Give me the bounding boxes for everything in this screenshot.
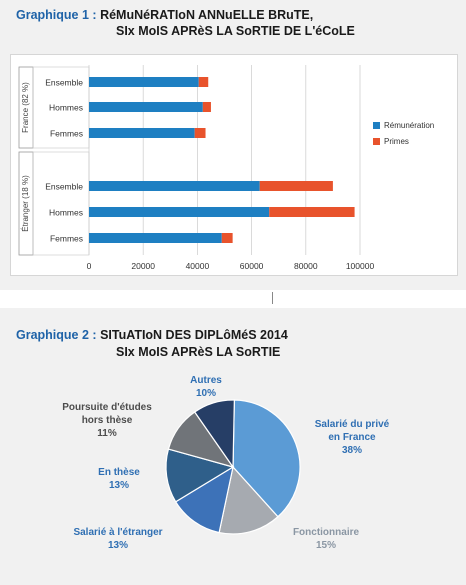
legend-swatch (373, 138, 380, 145)
pie-percent: 15% (316, 540, 336, 551)
bar-remuneration (89, 128, 195, 138)
bar-primes (198, 77, 209, 87)
bar-remuneration (89, 233, 222, 243)
bar-remuneration (89, 77, 199, 87)
pie-label: Fonctionnaire (293, 527, 360, 538)
x-tick-label: 100000 (346, 261, 375, 271)
group-label: France (82 %) (21, 82, 30, 133)
bar-primes (269, 207, 355, 217)
pie-percent: 38% (342, 445, 362, 456)
category-label: Ensemble (45, 181, 83, 191)
chart1-title-prefix: Graphique 1 : (16, 8, 97, 22)
pie-slice (165, 448, 235, 503)
pie-slice (193, 399, 235, 469)
chart2-title-line2: SIx MoIS APRèS LA SoRTIE (116, 345, 281, 359)
group-label: Étranger (18 %) (21, 175, 30, 232)
bar-primes (221, 233, 233, 243)
bar-remuneration (89, 102, 203, 112)
bar-remuneration (89, 181, 260, 191)
legend-label: Primes (384, 137, 409, 146)
pie-percent: 13% (108, 540, 128, 551)
chart1-title-text: RéMuNéRATIoN ANNuELLE BRuTE, (100, 8, 314, 22)
x-tick-label: 60000 (240, 261, 264, 271)
pie-label: hors thèse (82, 415, 133, 426)
category-label: Ensemble (45, 77, 83, 87)
chart1-frame: 0 20000 40000 60000 80000 100000 France (82 %)… (10, 54, 458, 276)
chart1-panel: Graphique 1 : RéMuNéRATIoN ANNuELLE BRuT… (0, 0, 466, 290)
pie-percent: 13% (109, 480, 129, 491)
divider-tick (272, 292, 273, 304)
x-tick-label: 0 (87, 261, 92, 271)
pie-chart: Salarié du privé en France 38% Fonctionnair… (62, 375, 390, 551)
category-label: Hommes (49, 102, 83, 112)
pie-slice (218, 465, 279, 535)
pie-slice (232, 399, 301, 518)
pie-label: en France (328, 432, 376, 443)
category-label: Femmes (50, 233, 83, 243)
pie-label: Salarié du privé (315, 419, 390, 430)
bar-primes (194, 128, 206, 138)
chart1-title-line2: SIx MoIS APRèS LA SoRTIE DE L'éCoLE (116, 24, 355, 38)
pie-label: Autres (190, 375, 222, 386)
chart2-title-prefix: Graphique 2 : (16, 328, 97, 342)
pie-label: Salarié à l'étranger (73, 527, 162, 538)
category-label: Hommes (49, 207, 83, 217)
bar-chart: 0 20000 40000 60000 80000 100000 France (82 %)… (18, 65, 434, 271)
bar-primes (259, 181, 333, 191)
chart2-title-text: SITuATIoN DES DIPLôMéS 2014 (100, 328, 288, 342)
pie-percent: 10% (196, 388, 216, 399)
pie-percent: 11% (97, 428, 117, 439)
bar-remuneration (89, 207, 270, 217)
pie-label: Poursuite d'études (62, 402, 152, 413)
chart2-title-line1: Graphique 2 : SITuATIoN DES DIPLôMéS 201… (16, 328, 288, 342)
legend-label: Rémunération (384, 121, 434, 130)
legend-swatch (373, 122, 380, 129)
x-tick-label: 40000 (186, 261, 210, 271)
x-tick-label: 80000 (294, 261, 318, 271)
category-label: Femmes (50, 128, 83, 138)
chart1-title-line1: Graphique 1 : RéMuNéRATIoN ANNuELLE BRuT… (16, 8, 313, 22)
x-tick-label: 20000 (131, 261, 155, 271)
pie-label: En thèse (98, 467, 140, 478)
pie-slice (174, 465, 234, 534)
bar-primes (202, 102, 211, 112)
chart2-panel: Graphique 2 : SITuATIoN DES DIPLôMéS 201… (0, 308, 466, 585)
category-label-box (32, 151, 90, 256)
